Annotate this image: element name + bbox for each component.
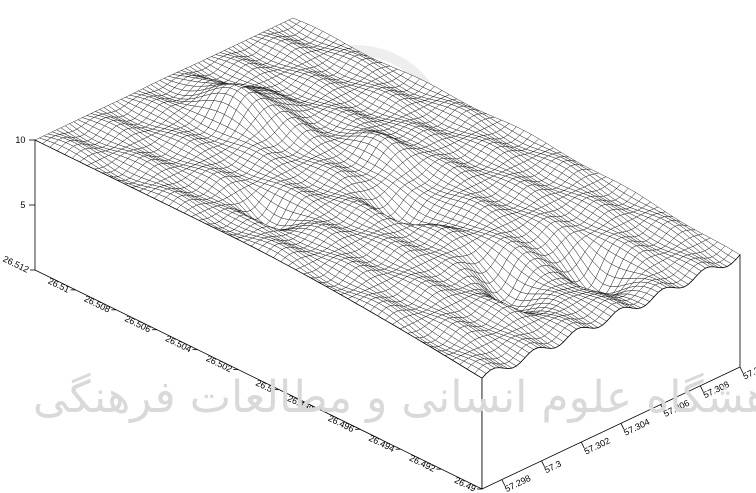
x-tick-label: 57.3 xyxy=(543,459,563,476)
y-tick-label: 26.512 xyxy=(1,254,30,275)
x-tick-label-mark xyxy=(660,404,664,411)
box-right-face xyxy=(481,253,741,490)
box-left-face xyxy=(34,139,483,490)
x-tick-label-mark xyxy=(541,460,545,468)
surface-mesh xyxy=(34,17,741,379)
z-tick-label: 5 xyxy=(20,200,25,210)
z-tick-label: 10 xyxy=(15,135,25,145)
x-tick-label-mark xyxy=(699,385,704,392)
chart-box xyxy=(34,139,741,490)
x-tick-label-mark xyxy=(580,441,585,449)
watermark-text: پژوهشگاه علوم انسانی و مطالعات فرهنگی xyxy=(33,372,756,423)
x-tick-label-mark xyxy=(501,479,506,486)
x-tick-label-mark xyxy=(620,423,625,430)
x-tick-label-mark xyxy=(739,366,744,374)
